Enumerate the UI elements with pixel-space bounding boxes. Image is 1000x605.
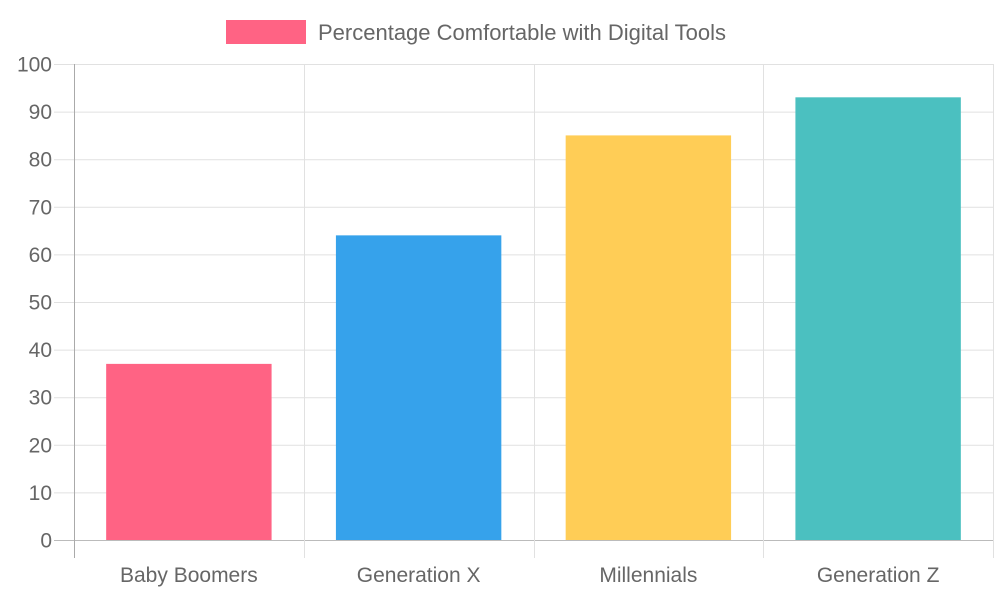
y-tick-label: 80 [29, 149, 52, 172]
y-tick-label: 60 [29, 244, 52, 267]
y-tick-label: 20 [29, 434, 52, 457]
x-tick-label: Generation X [357, 564, 481, 587]
legend-swatch [226, 20, 306, 44]
bar-baby-boomers [106, 363, 272, 540]
x-tick-label: Generation Z [817, 564, 940, 587]
y-tick-label: 0 [40, 530, 52, 553]
axes: 0 10 20 30 40 50 60 70 80 90 100 Baby Boomers Genera… [17, 54, 940, 588]
y-tick-label: 70 [29, 196, 52, 219]
x-tick-label: Millennials [599, 564, 697, 587]
legend[interactable]: Percentage Comfortable with Digital Tool… [226, 20, 726, 45]
grid [54, 64, 994, 558]
bar-millennials [565, 135, 732, 540]
y-tick-label: 50 [29, 292, 52, 315]
y-tick-label: 90 [29, 101, 52, 124]
bar-generation-z [795, 97, 961, 540]
y-tick-label: 40 [29, 339, 52, 362]
bars [106, 97, 961, 541]
y-tick-label: 100 [17, 54, 52, 77]
legend-label: Percentage Comfortable with Digital Tool… [318, 20, 726, 45]
y-tick-label: 30 [29, 387, 52, 410]
x-tick-label: Baby Boomers [120, 564, 258, 587]
y-tick-label: 10 [29, 482, 52, 505]
bar-generation-x [335, 235, 502, 541]
